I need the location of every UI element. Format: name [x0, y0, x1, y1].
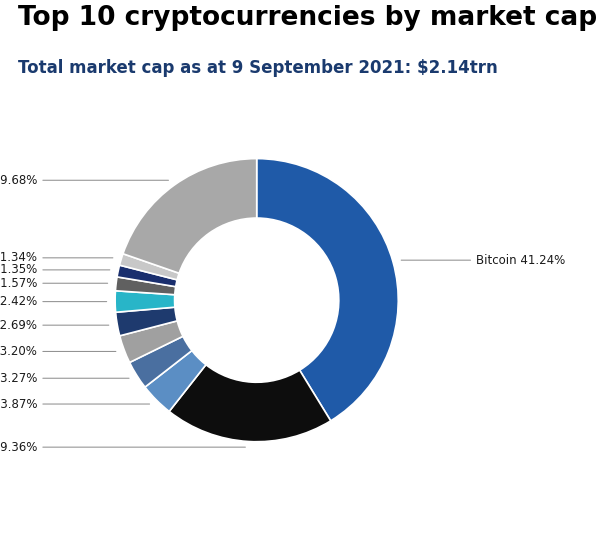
Wedge shape — [115, 307, 177, 336]
Text: Solana 2.69%: Solana 2.69% — [0, 319, 109, 332]
Wedge shape — [120, 254, 179, 280]
Wedge shape — [115, 291, 175, 312]
Wedge shape — [257, 159, 398, 421]
Text: USD Coin 1.34%: USD Coin 1.34% — [0, 251, 113, 264]
Text: Bitcoin 41.24%: Bitcoin 41.24% — [401, 254, 565, 266]
Text: Polkadot 1.35%: Polkadot 1.35% — [0, 263, 110, 277]
Text: Dogecoin 1.57%: Dogecoin 1.57% — [0, 277, 108, 290]
Text: Cardano 3.87%: Cardano 3.87% — [0, 398, 150, 411]
Text: Ethereum 19.36%: Ethereum 19.36% — [0, 441, 245, 453]
Wedge shape — [145, 351, 206, 412]
Wedge shape — [117, 265, 177, 287]
Text: Others 19.68%: Others 19.68% — [0, 174, 169, 187]
Text: Top 10 cryptocurrencies by market cap: Top 10 cryptocurrencies by market cap — [18, 5, 597, 32]
Text: Total market cap as at 9 September 2021: $2.14trn: Total market cap as at 9 September 2021:… — [18, 59, 498, 77]
Wedge shape — [123, 159, 257, 273]
Wedge shape — [130, 336, 192, 387]
Text: Tether 3.20%: Tether 3.20% — [0, 345, 116, 358]
Text: Binance Coin 3.27%: Binance Coin 3.27% — [0, 372, 129, 385]
Wedge shape — [120, 321, 183, 362]
Wedge shape — [115, 277, 176, 295]
Wedge shape — [169, 364, 331, 442]
Text: XRP 2.42%: XRP 2.42% — [0, 295, 107, 308]
